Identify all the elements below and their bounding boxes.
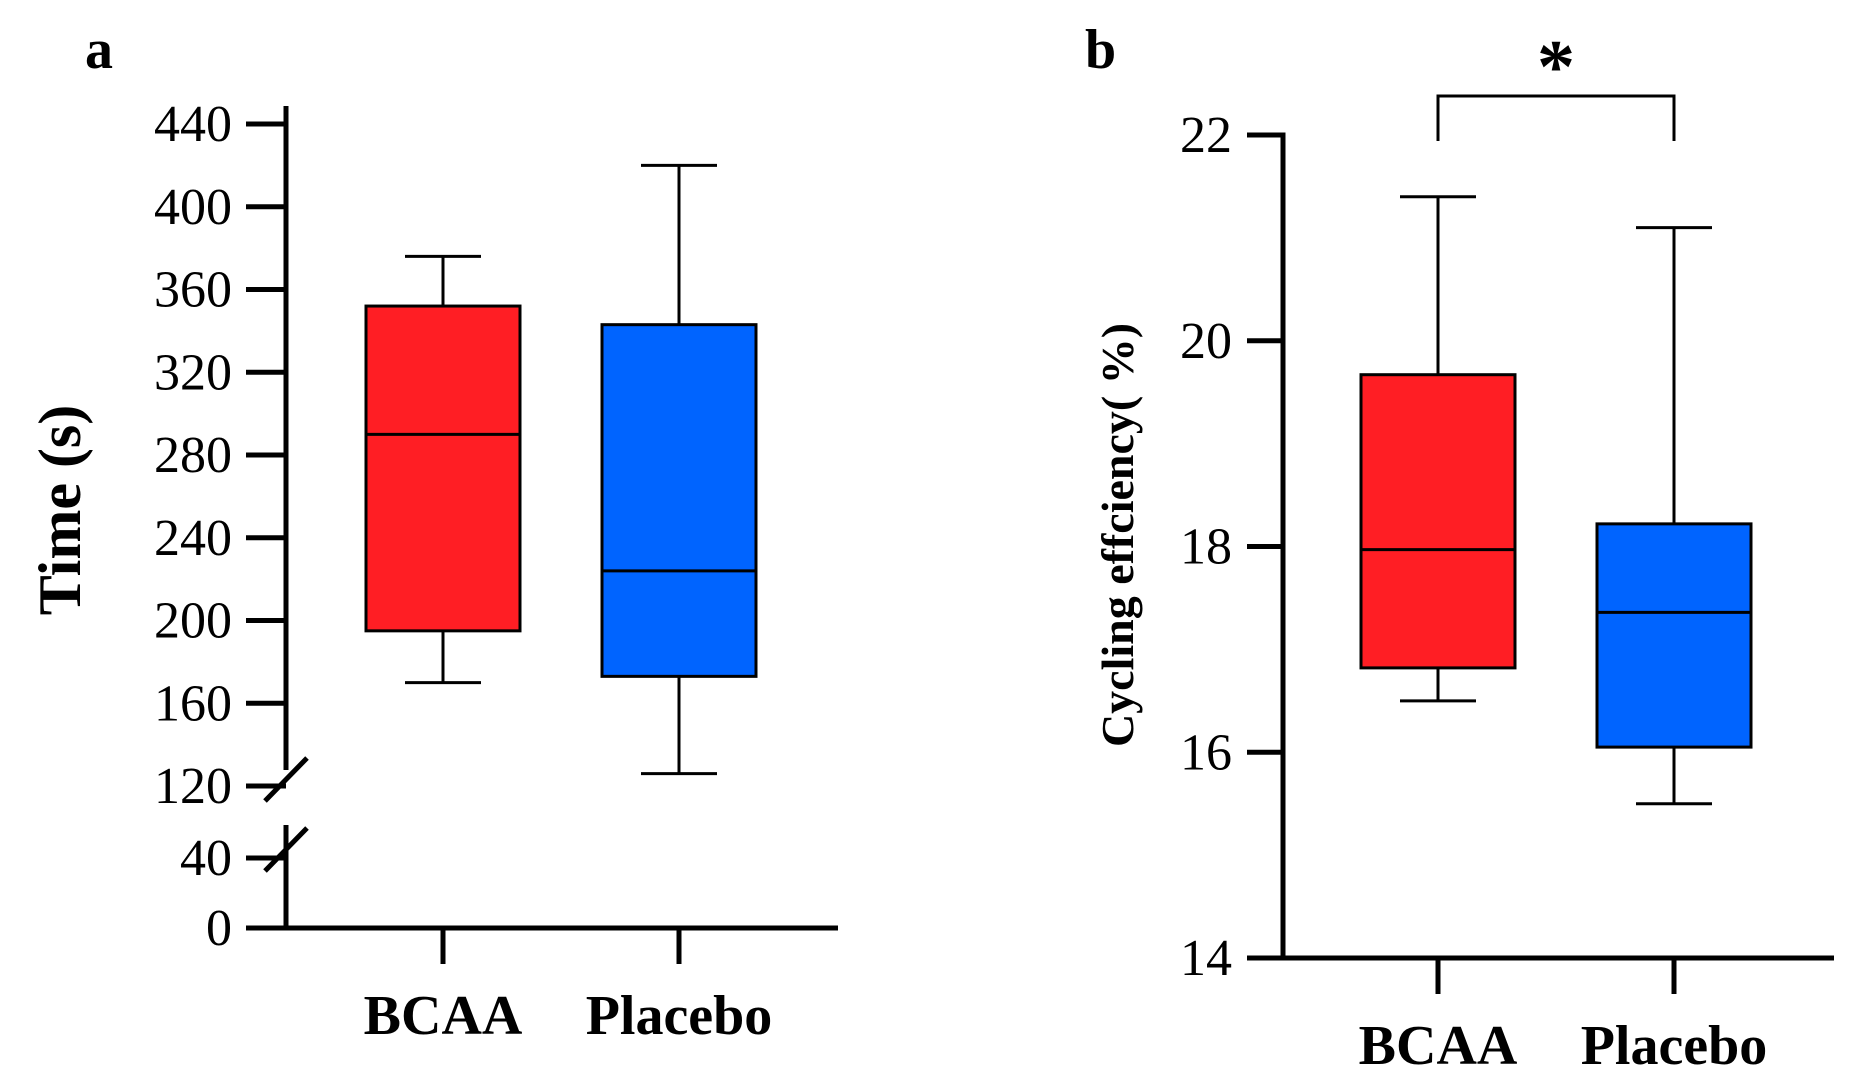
panel-a-y-tick-label: 280 <box>154 427 232 484</box>
panel-a-boxes <box>364 163 758 964</box>
panel-a-box-placebo <box>600 163 758 776</box>
panel-b-category-placebo: Placebo <box>1581 1015 1768 1077</box>
panel-a-y-tick-label: 160 <box>154 675 232 732</box>
panel-a-category-placebo: Placebo <box>586 985 773 1047</box>
panel-b-box-placebo <box>1595 226 1753 806</box>
panel-b-y-tick-label: 20 <box>1180 313 1232 370</box>
iqr-box <box>364 304 522 633</box>
panel-b-label: b <box>1085 19 1116 81</box>
panel-b-y-tick-label: 18 <box>1180 519 1232 576</box>
iqr-box <box>600 323 758 678</box>
panel-a-axis-break-mark-lower <box>263 826 309 873</box>
panel-a-time: a Time (s) 0 40 120 160 200 240 280 320 360 400 44… <box>27 19 838 1047</box>
panel-a-y-tick-label: 360 <box>154 262 232 319</box>
panel-b-significance: * <box>1436 25 1676 141</box>
panel-a-box-bcaa <box>364 254 522 685</box>
panel-b-y-tick-label: 22 <box>1180 107 1232 164</box>
iqr-box <box>1595 522 1753 749</box>
panel-a-y-ticks: 0 40 120 160 200 240 280 320 360 400 440 <box>154 96 286 957</box>
significance-bracket <box>1436 94 1676 141</box>
panel-a-axes <box>263 106 838 931</box>
iqr-box <box>1359 373 1517 670</box>
panel-a-y-axis-label: Time (s) <box>27 405 93 616</box>
panel-a-axis-break-mark-upper <box>263 756 309 803</box>
panel-b-x-categories: BCAA Placebo <box>1359 1015 1768 1077</box>
panel-a-y-tick-label: 0 <box>206 900 232 957</box>
panel-b-category-bcaa: BCAA <box>1359 1015 1518 1077</box>
panel-b-box-bcaa <box>1359 195 1517 703</box>
panel-a-y-tick-label: 240 <box>154 510 232 567</box>
panel-b-y-tick-label: 16 <box>1180 724 1232 781</box>
panel-b-y-tick-label: 14 <box>1180 930 1232 987</box>
panel-b-boxes <box>1359 195 1753 994</box>
panel-a-label: a <box>85 19 113 81</box>
panel-a-y-tick-label: 400 <box>154 179 232 236</box>
panel-a-category-bcaa: BCAA <box>364 985 523 1047</box>
panel-a-x-categories: BCAA Placebo <box>364 985 773 1047</box>
panel-b-cycling-efficiency: b Cycling effciency( %) 14 16 18 20 22 * BCA… <box>1085 19 1834 1077</box>
panel-b-y-axis-label: Cycling effciency( %) <box>1092 323 1143 747</box>
panel-a-y-tick-label: 40 <box>180 830 232 887</box>
panel-a-y-tick-label: 200 <box>154 593 232 650</box>
panel-a-y-tick-label: 320 <box>154 344 232 401</box>
panel-a-y-tick-label: 120 <box>154 758 232 815</box>
panel-b-y-ticks: 14 16 18 20 22 <box>1180 107 1283 987</box>
panel-a-y-tick-label: 440 <box>154 96 232 153</box>
